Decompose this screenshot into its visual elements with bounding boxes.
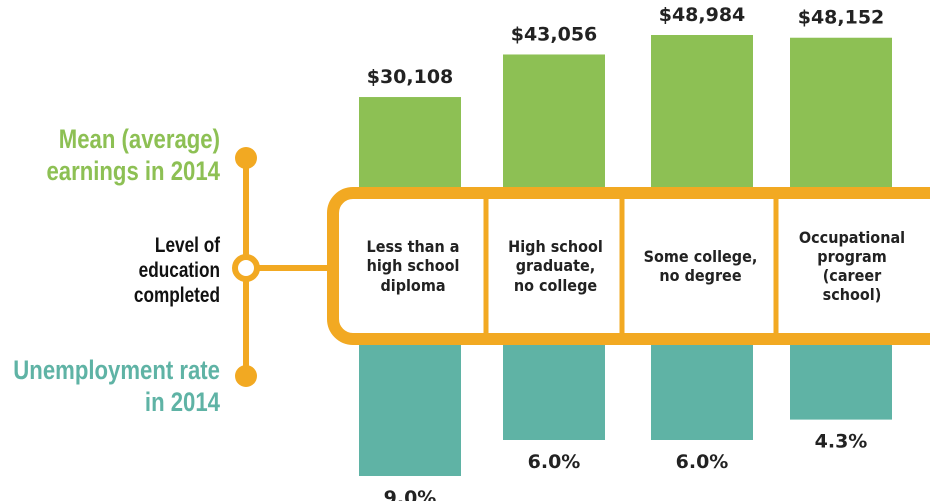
unemployment-value-label: 6.0%	[676, 451, 729, 473]
category-label: Some college, no degree	[643, 246, 758, 285]
category-axis-label: Level of education completed	[133, 234, 220, 307]
connector-ring	[232, 254, 260, 282]
earnings-label: Mean (average) earnings in 2014	[46, 124, 221, 186]
earnings-value-label: $43,056	[511, 23, 598, 45]
earnings-value-label: $48,984	[659, 4, 746, 26]
earnings-value-label: $30,108	[367, 66, 454, 88]
earnings-value-label: $48,152	[798, 7, 885, 29]
unemployment-bar	[503, 335, 605, 440]
earnings-bar	[790, 37, 892, 206]
unemployment-value-label: 9.0%	[384, 487, 437, 501]
category-label: Occupational program (career school)	[798, 227, 906, 305]
unemployment-bar	[651, 335, 753, 440]
category-label: Less than a high school diploma	[366, 237, 460, 295]
unemployment-value-label: 6.0%	[528, 451, 581, 473]
unemployment-bar	[359, 335, 461, 476]
earnings-bar	[651, 35, 753, 205]
unemployment-bar	[790, 335, 892, 420]
connector-dot	[235, 147, 257, 169]
unemployment-label: Unemployment rate in 2014	[13, 355, 220, 417]
category-label: High school graduate, no college	[508, 237, 603, 295]
connector-dot	[235, 365, 257, 387]
unemployment-value-label: 4.3%	[815, 431, 868, 453]
earnings-bar	[503, 54, 605, 206]
